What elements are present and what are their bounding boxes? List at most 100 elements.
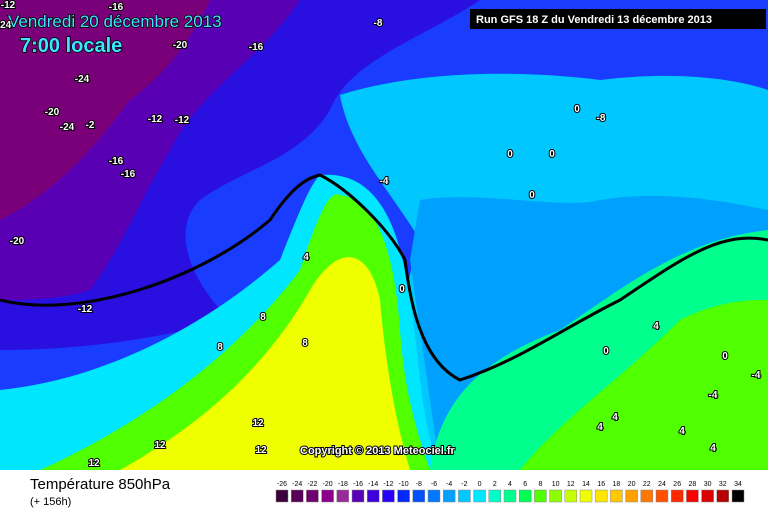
contour-label: -16 (249, 42, 264, 53)
contour-label: 12 (154, 440, 166, 451)
colorbar-label: 24 (658, 481, 666, 488)
colorbar-label: 16 (597, 481, 605, 488)
colorbar-label: 30 (704, 481, 712, 488)
lead-time: (+ 156h) (30, 496, 71, 508)
forecast-date: Vendredi 20 décembre 2013 (8, 12, 222, 31)
colorbar-swatch (564, 489, 578, 503)
colorbar-swatch (610, 489, 623, 503)
contour-label: -24 (75, 74, 90, 85)
contour-label: -8 (597, 113, 606, 124)
contour-label: 0 (549, 149, 555, 160)
colorbar-swatch (397, 489, 410, 503)
contour-label: -12 (1, 0, 16, 11)
contour-label: -20 (10, 236, 25, 247)
colorbar-swatch (382, 489, 395, 503)
contour-label: -20 (45, 107, 60, 118)
contour-label: -24 (0, 20, 12, 31)
contour-label: -12 (78, 304, 93, 315)
colorbar-swatch (351, 489, 365, 503)
colorbar-label: -26 (277, 481, 287, 488)
run-banner (470, 9, 766, 29)
colorbar-swatch (275, 489, 289, 503)
contour-label: -8 (374, 18, 383, 29)
colorbar-label: -18 (338, 481, 348, 488)
contour-label: 12 (252, 418, 264, 429)
colorbar-swatch (640, 489, 654, 503)
warmer-region (120, 257, 410, 470)
contour-label: 4 (679, 426, 685, 437)
colorbar-label: -6 (431, 481, 437, 488)
contour-label: 0 (529, 190, 535, 201)
colorbar-swatch (670, 489, 684, 503)
colorbar-label: -16 (353, 481, 363, 488)
colorbar-label: 22 (643, 481, 651, 488)
contour-label: -16 (109, 2, 124, 13)
colorbar-swatch (442, 489, 456, 503)
colorbar-swatch (473, 489, 486, 503)
variable-title: Température 850hPa (30, 476, 171, 493)
colorbar: -26 -24 -22 -20 -18 -16 -14 -12 -10 -8 -6 -4 -2 0 2 4 6 8… (275, 481, 745, 503)
colorbar-swatch (716, 489, 730, 503)
colorbar-swatch (655, 489, 669, 503)
contour-label: 4 (612, 412, 618, 423)
colorbar-label: 0 (478, 481, 482, 488)
contour-label: 4 (710, 443, 716, 454)
colorbar-swatch (625, 489, 638, 503)
colorbar-label: -24 (292, 481, 302, 488)
colorbar-label: 32 (719, 481, 727, 488)
colorbar-swatch (488, 489, 502, 503)
contour-label: 8 (217, 342, 223, 353)
colorbar-label: 18 (613, 481, 621, 488)
colorbar-label: -8 (416, 481, 422, 488)
colorbar-label: 28 (689, 481, 697, 488)
warmer-southeast (520, 300, 768, 470)
colorbar-swatch (290, 489, 304, 503)
contour-label: -24 (60, 122, 75, 133)
contour-label: 8 (302, 338, 308, 349)
colorbar-label: -22 (307, 481, 317, 488)
colorbar-label: 14 (582, 481, 590, 488)
contour-label: 0 (722, 351, 728, 362)
arctic-region (0, 0, 210, 220)
contour-label: 12 (255, 445, 267, 456)
colorbar-swatch (579, 489, 593, 503)
colorbar-label: -4 (446, 481, 452, 488)
contour-label: -4 (380, 176, 389, 187)
contour-label: 0 (603, 346, 609, 357)
contour-label: -4 (752, 370, 761, 381)
colorbar-swatch (458, 489, 471, 503)
colorbar-swatch (321, 489, 334, 503)
colorbar-swatch (306, 489, 319, 503)
colorbar-label: 8 (538, 481, 542, 488)
colorbar-label: 6 (523, 481, 527, 488)
colorbar-swatch (534, 489, 547, 503)
contour-label: 0 (399, 284, 405, 295)
colorbar-swatch (549, 489, 562, 503)
colorbar-label: 4 (508, 481, 512, 488)
colorbar-swatch (412, 489, 426, 503)
colorbar-swatch (731, 489, 745, 503)
contour-label: 12 (88, 458, 100, 469)
contour-label: -20 (173, 40, 188, 51)
colorbar-label: -14 (368, 481, 378, 488)
colorbar-label: 2 (493, 481, 497, 488)
contour-labels: -12-16-20-16-8-24-24-20-24-2-12-12-16-16… (0, 0, 762, 470)
colorbar-label: 12 (567, 481, 575, 488)
contour-label: -2 (86, 120, 95, 131)
contour-label: 8 (260, 312, 266, 323)
colorbar-label: 26 (673, 481, 681, 488)
colorbar-label: 10 (552, 481, 560, 488)
colorbar-label: -2 (461, 481, 467, 488)
contour-label: 0 (507, 149, 513, 160)
colorbar-label: -20 (323, 481, 333, 488)
contour-label: -16 (109, 156, 124, 167)
contour-label: 4 (597, 422, 603, 433)
colorbar-label: -10 (399, 481, 409, 488)
colorbar-swatch (701, 489, 714, 503)
contour-label: -12 (175, 115, 190, 126)
colorbar-swatch (427, 489, 441, 503)
contour-label: 0 (574, 104, 580, 115)
zero-isotherm (0, 173, 768, 382)
colorbar-swatch (686, 489, 699, 503)
